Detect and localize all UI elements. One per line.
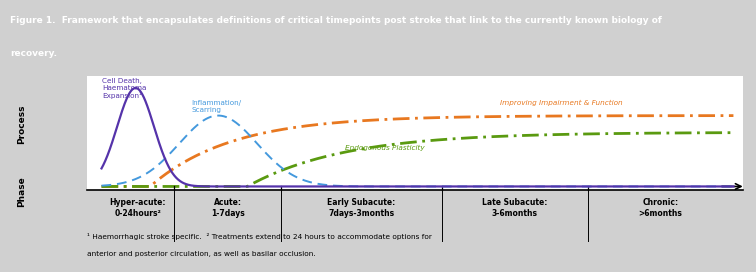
Text: Chronic:
>6months: Chronic: >6months	[639, 198, 683, 218]
Text: Inflammation/
Scarring: Inflammation/ Scarring	[191, 100, 242, 113]
Text: Endogenous Plasticity: Endogenous Plasticity	[345, 145, 424, 151]
Text: anterior and posterior circulation, as well as basilar occlusion.: anterior and posterior circulation, as w…	[87, 251, 316, 257]
Text: Improving Impairment & Function: Improving Impairment & Function	[500, 100, 623, 106]
Text: Hyper-acute:
0-24hours²: Hyper-acute: 0-24hours²	[110, 198, 166, 218]
Text: Cell Death,
Haematoma
Expansion¹: Cell Death, Haematoma Expansion¹	[103, 78, 147, 99]
Text: ¹ Haemorrhagic stroke specific.  ² Treatments extend to 24 hours to accommodate : ¹ Haemorrhagic stroke specific. ² Treatm…	[87, 233, 432, 240]
Text: recovery.: recovery.	[10, 49, 57, 58]
Text: Late Subacute:
3-6months: Late Subacute: 3-6months	[482, 198, 547, 218]
Text: Figure 1.  Framework that encapsulates definitions of critical timepoints post s: Figure 1. Framework that encapsulates de…	[10, 16, 662, 24]
Text: Phase: Phase	[17, 176, 26, 207]
Text: Acute:
1-7days: Acute: 1-7days	[211, 198, 245, 218]
Text: Early Subacute:
7days-3months: Early Subacute: 7days-3months	[327, 198, 395, 218]
Text: Process: Process	[17, 104, 26, 144]
